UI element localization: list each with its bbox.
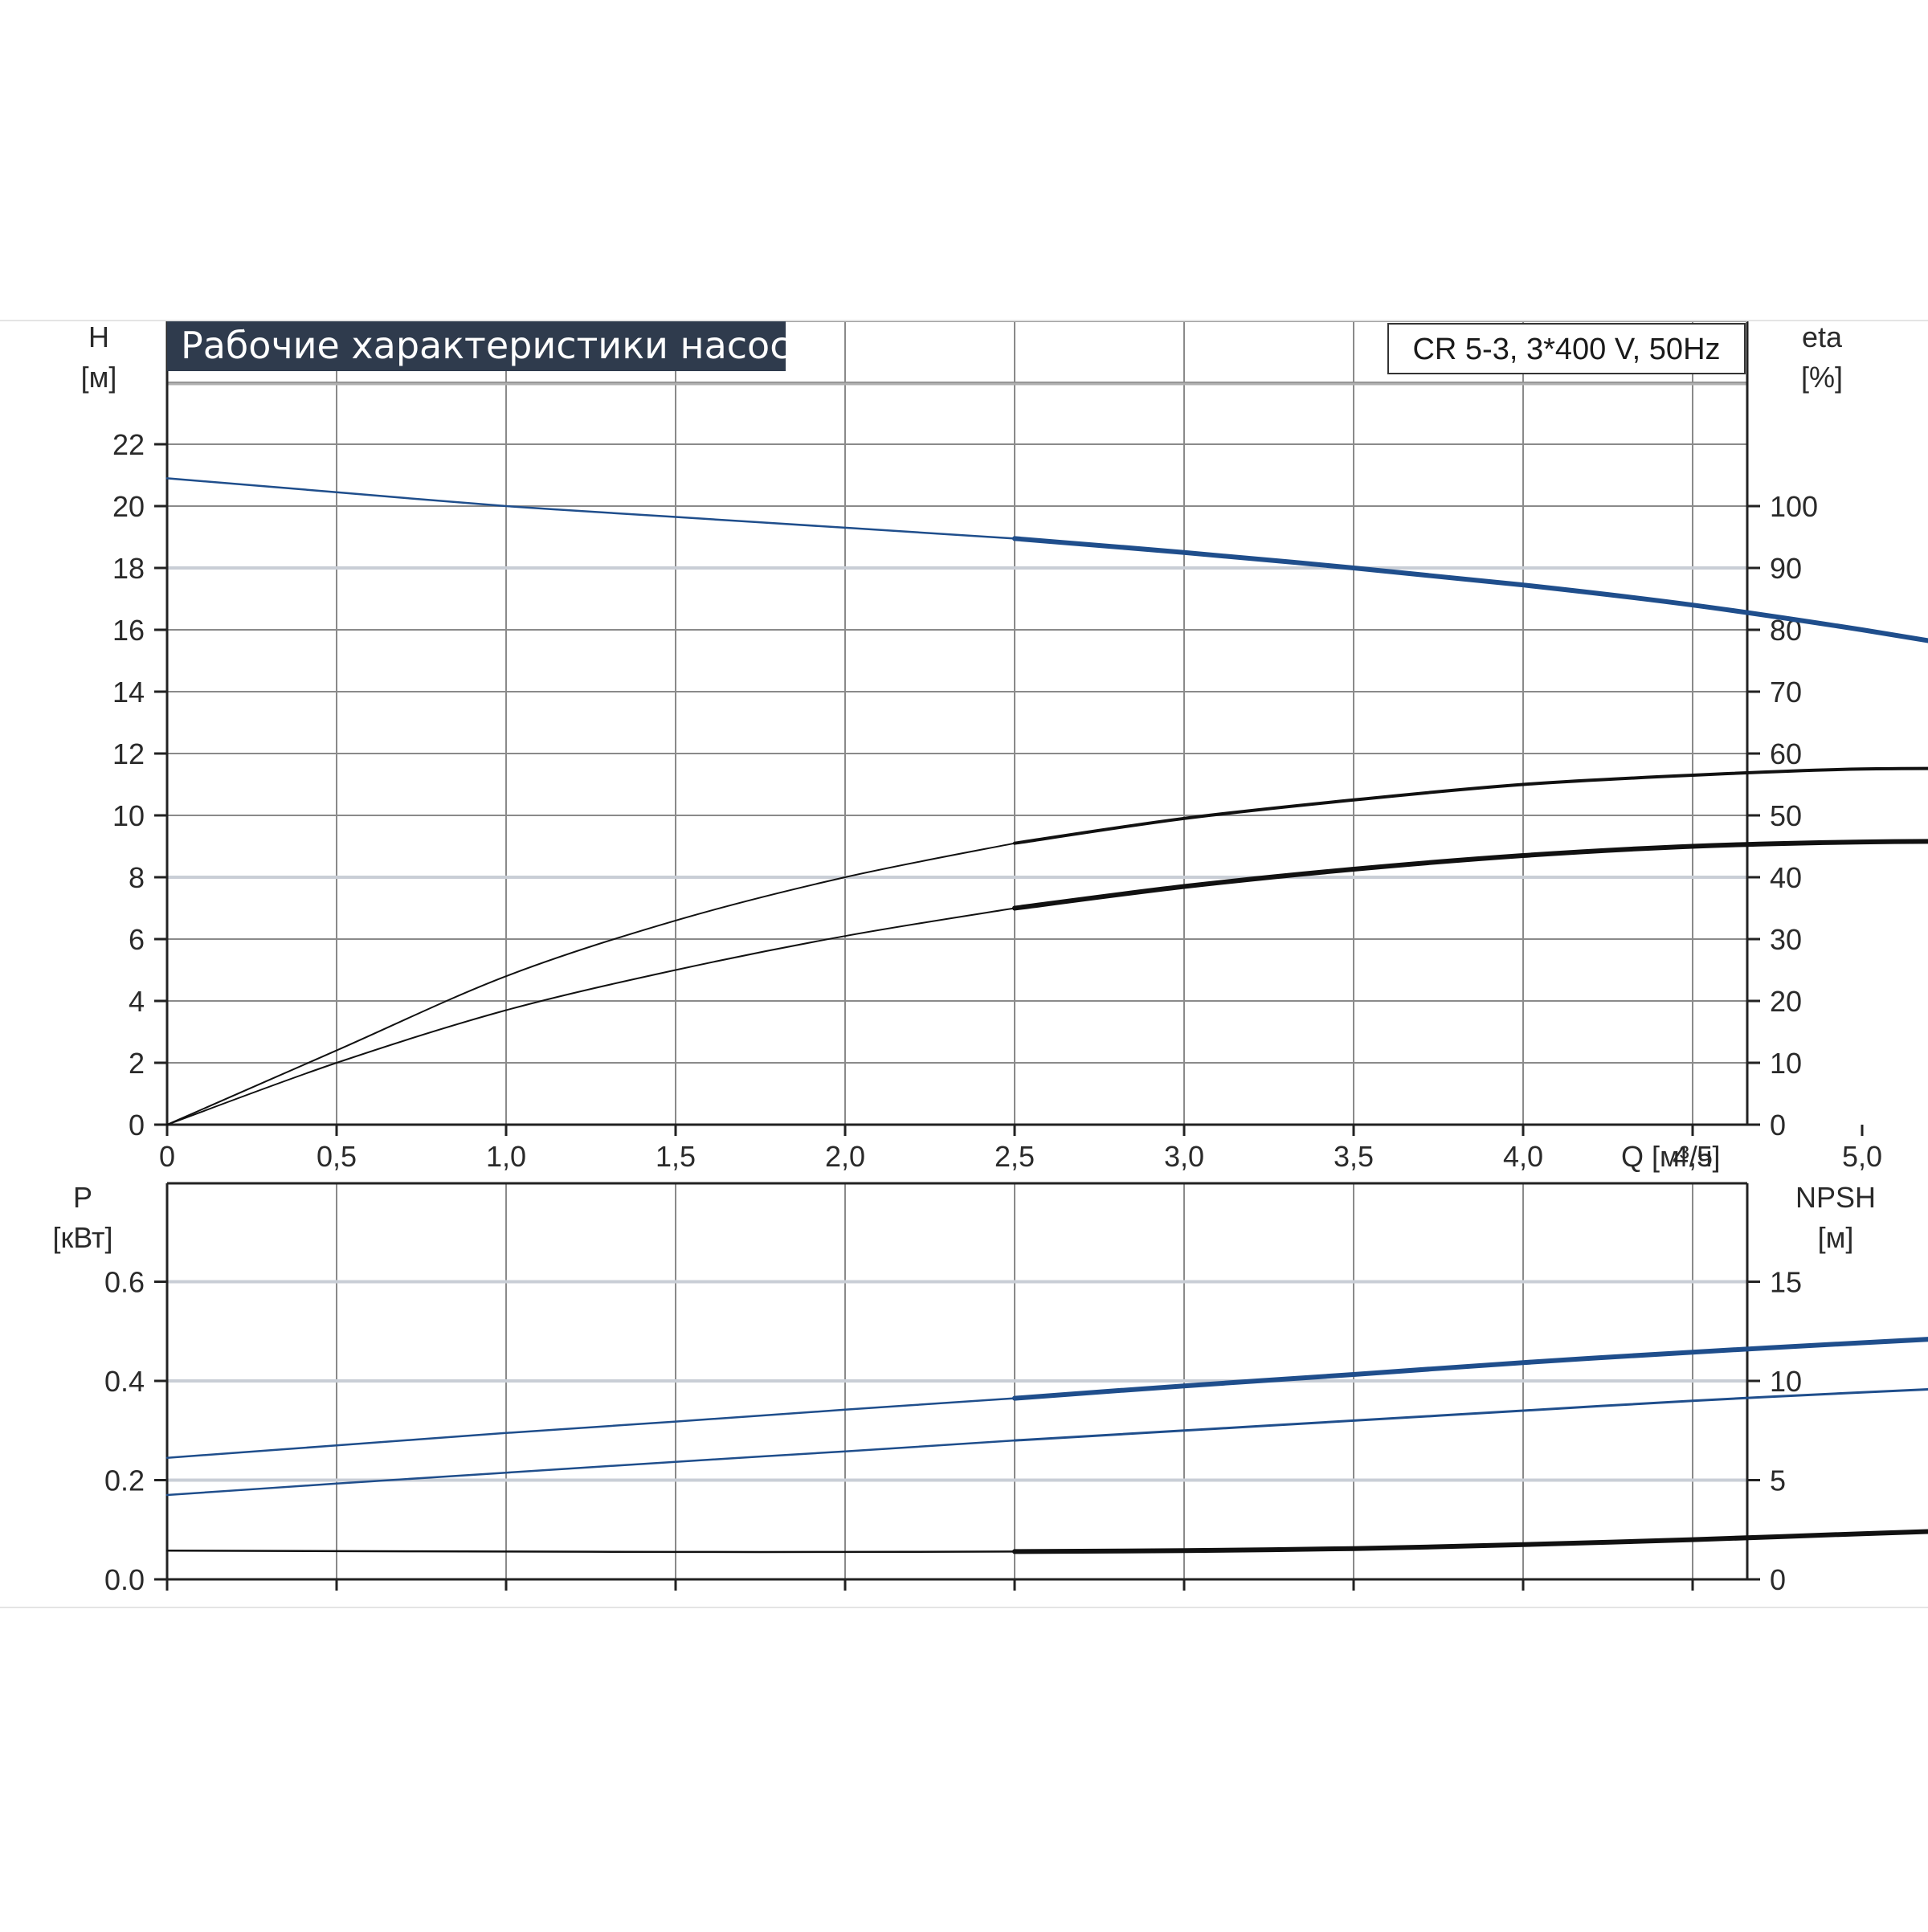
upper-right-tick-label: 70 — [1770, 676, 1802, 709]
upper-right-tick-label: 90 — [1770, 552, 1802, 585]
upper-right-tick-label: 10 — [1770, 1047, 1802, 1080]
lower-left-tick-label: 0.4 — [104, 1365, 145, 1398]
upper-right-axis-unit: [%] — [1801, 361, 1843, 394]
x-tick-label: 3,0 — [1164, 1140, 1204, 1173]
efficiency-curve-1-bold — [1013, 766, 1928, 845]
lower-left-axis-unit: [кВт] — [52, 1221, 112, 1254]
x-tick-label: 2,0 — [825, 1140, 865, 1173]
upper-right-tick-label: 20 — [1770, 985, 1802, 1018]
lower-right-axis-unit: [м] — [1818, 1221, 1854, 1254]
upper-left-tick-label: 6 — [129, 923, 145, 956]
upper-right-tick-label: 50 — [1770, 799, 1802, 832]
efficiency-curve-2-thin — [166, 907, 1015, 1125]
p1-curve-thin — [165, 1397, 1016, 1459]
upper-left-tick-label: 2 — [129, 1047, 145, 1080]
x-tick-label: 0 — [159, 1140, 175, 1173]
lower-left-axis-name: P — [73, 1181, 92, 1214]
upper-right-axis-name: eta — [1802, 321, 1843, 353]
upper-left-tick-label: 16 — [112, 614, 145, 647]
x-tick-label: 0,5 — [317, 1140, 357, 1173]
upper-right-tick-label: 0 — [1770, 1109, 1786, 1142]
head-curve-bold — [1012, 536, 1928, 643]
x-tick-label: 4,5 — [1673, 1140, 1713, 1173]
head-curve-thin — [165, 477, 1016, 540]
upper-left-axis-unit: [м] — [81, 361, 117, 394]
lower-right-tick-label: 5 — [1770, 1464, 1786, 1497]
lower-right-axis-name: NPSH — [1795, 1181, 1876, 1214]
x-tick-label: 3,5 — [1334, 1140, 1374, 1173]
top-separator — [0, 320, 1928, 321]
npsh-curve-bold — [1012, 1529, 1928, 1554]
x-tick-label: 1,0 — [486, 1140, 526, 1173]
upper-left-tick-label: 0 — [129, 1109, 145, 1142]
upper-left-tick-label: 22 — [112, 428, 145, 461]
x-tick-label: 1,5 — [656, 1140, 696, 1173]
x-tick-label: 5,0 — [1842, 1140, 1882, 1173]
p2-curve-bold — [1013, 1387, 1928, 1442]
upper-left-axis-name: H — [88, 321, 109, 353]
lower-left-tick-label: 0.2 — [104, 1464, 145, 1497]
lower-right-tick-label: 10 — [1770, 1365, 1802, 1398]
lower-right-tick-label: 15 — [1770, 1266, 1802, 1299]
upper-left-tick-label: 14 — [112, 676, 145, 709]
bottom-separator — [0, 1607, 1928, 1608]
upper-left-tick-label: 4 — [129, 985, 145, 1018]
upper-left-tick-label: 18 — [112, 552, 145, 585]
upper-right-tick-label: 100 — [1770, 490, 1818, 523]
upper-right-tick-label: 30 — [1770, 923, 1802, 956]
upper-left-tick-label: 10 — [112, 799, 145, 832]
p2-curve-thin — [165, 1439, 1016, 1497]
efficiency-curve-1-thin — [166, 842, 1015, 1125]
x-tick-label: 4,0 — [1503, 1140, 1543, 1173]
p1-curve-bold — [1012, 1337, 1928, 1401]
upper-left-tick-label: 8 — [129, 861, 145, 894]
npsh-curve-thin — [165, 1549, 1016, 1554]
upper-left-tick-label: 20 — [112, 490, 145, 523]
upper-right-tick-label: 40 — [1770, 861, 1802, 894]
lower-left-tick-label: 0.0 — [104, 1563, 145, 1596]
upper-left-tick-label: 12 — [112, 737, 145, 770]
lower-right-tick-label: 0 — [1770, 1563, 1786, 1596]
chart-title-banner — [167, 321, 786, 371]
x-axis-label: Q [м³/ч] — [1621, 1140, 1721, 1173]
x-tick-label: 2,5 — [995, 1140, 1035, 1173]
model-badge: CR 5-3, 3*400 V, 50Hz — [1412, 333, 1720, 366]
chart-title: Рабочие характеристики насоса — [181, 324, 813, 367]
upper-right-tick-label: 60 — [1770, 737, 1802, 770]
efficiency-curve-2-bold — [1012, 839, 1928, 911]
model-badge-box — [1387, 323, 1746, 374]
lower-left-tick-label: 0.6 — [104, 1266, 145, 1299]
